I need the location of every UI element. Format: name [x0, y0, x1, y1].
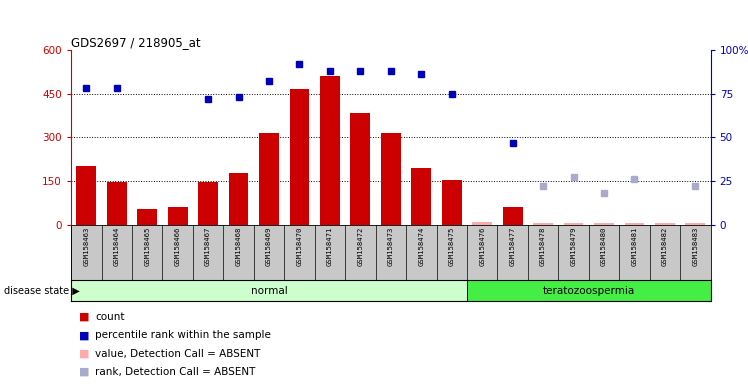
Text: GSM158479: GSM158479	[571, 226, 577, 266]
Bar	[76, 166, 96, 225]
Bar	[289, 89, 310, 225]
Text: rank, Detection Call = ABSENT: rank, Detection Call = ABSENT	[95, 367, 255, 377]
Text: GSM158474: GSM158474	[418, 226, 424, 266]
Text: GSM158463: GSM158463	[83, 226, 89, 266]
Bar	[533, 223, 553, 225]
Text: GSM158468: GSM158468	[236, 226, 242, 266]
Text: normal: normal	[251, 286, 287, 296]
Bar	[381, 133, 401, 225]
Text: GSM158467: GSM158467	[205, 226, 211, 266]
Bar	[168, 207, 188, 225]
Bar	[442, 180, 462, 225]
Bar	[259, 133, 279, 225]
Bar	[411, 168, 431, 225]
Bar	[625, 223, 644, 225]
Text: GSM158469: GSM158469	[266, 226, 272, 266]
Bar	[467, 280, 711, 301]
Text: GSM158466: GSM158466	[174, 226, 181, 266]
Text: ■: ■	[79, 349, 89, 359]
Text: GSM158473: GSM158473	[387, 226, 394, 266]
Text: GSM158476: GSM158476	[479, 226, 485, 266]
Text: disease state ▶: disease state ▶	[4, 286, 79, 296]
Text: GSM158470: GSM158470	[296, 226, 302, 266]
Text: GSM158481: GSM158481	[631, 226, 637, 266]
Text: value, Detection Call = ABSENT: value, Detection Call = ABSENT	[95, 349, 260, 359]
Text: GSM158475: GSM158475	[449, 226, 455, 266]
Text: ■: ■	[79, 330, 89, 340]
Text: ■: ■	[79, 367, 89, 377]
Text: GDS2697 / 218905_at: GDS2697 / 218905_at	[71, 36, 200, 49]
Bar	[594, 223, 614, 225]
Text: teratozoospermia: teratozoospermia	[542, 286, 635, 296]
Text: GSM158480: GSM158480	[601, 226, 607, 266]
Text: percentile rank within the sample: percentile rank within the sample	[95, 330, 271, 340]
Bar	[351, 113, 370, 225]
Text: GSM158465: GSM158465	[144, 226, 150, 266]
Bar	[564, 223, 583, 225]
Bar	[138, 210, 157, 225]
Text: GSM158482: GSM158482	[662, 226, 668, 266]
Bar	[198, 182, 218, 225]
Bar	[503, 207, 523, 225]
Text: count: count	[95, 312, 124, 322]
Bar	[320, 76, 340, 225]
Bar	[655, 223, 675, 225]
Text: GSM158477: GSM158477	[509, 226, 515, 266]
Bar	[685, 223, 705, 225]
Text: GSM158472: GSM158472	[358, 226, 364, 266]
Text: GSM158471: GSM158471	[327, 226, 333, 266]
Bar	[229, 173, 248, 225]
Bar	[71, 280, 467, 301]
Text: ■: ■	[79, 312, 89, 322]
Bar	[107, 182, 126, 225]
Text: GSM158478: GSM158478	[540, 226, 546, 266]
Bar	[472, 222, 492, 225]
Text: GSM158483: GSM158483	[693, 226, 699, 266]
Text: GSM158464: GSM158464	[114, 226, 120, 266]
